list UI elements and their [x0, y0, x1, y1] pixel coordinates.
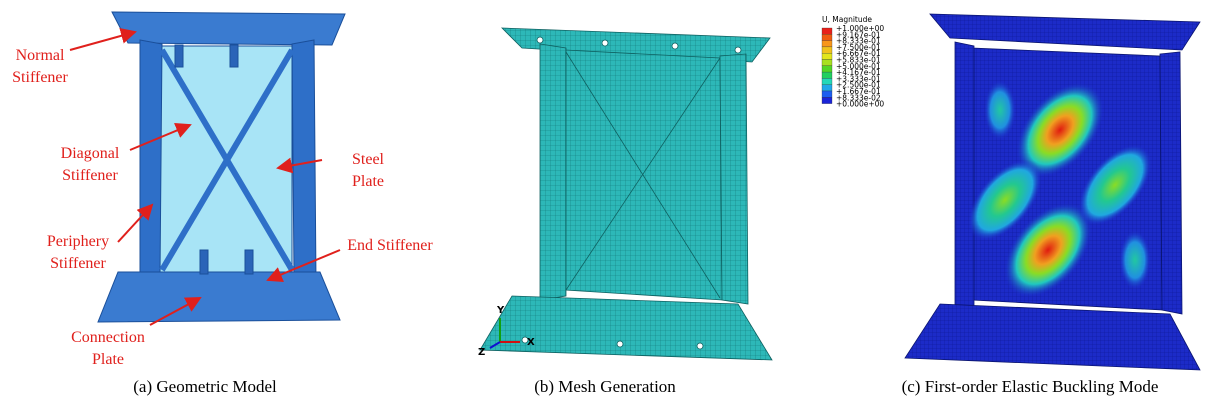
legend-swatch	[822, 97, 832, 103]
label: Stiffener	[12, 69, 68, 86]
legend-swatch	[822, 41, 832, 47]
axis-letter: Z	[478, 347, 485, 358]
label: Steel	[352, 151, 385, 168]
label: Connection	[71, 329, 145, 346]
caption: (a) Geometric Model	[133, 377, 277, 396]
label: Plate	[92, 351, 124, 368]
figure: Normal Stiffener Diagonal Stiffener Steel Pla…	[0, 0, 1208, 408]
legend-swatch	[822, 85, 832, 91]
label: Stiffener	[50, 255, 106, 272]
label: Periphery	[47, 233, 109, 250]
geometric-model	[98, 12, 345, 322]
legend-value: +0.000e+00	[836, 100, 884, 109]
label: Plate	[352, 173, 384, 190]
label: End Stiffener	[347, 237, 433, 254]
label: Stiffener	[62, 167, 118, 184]
legend-swatch	[822, 34, 832, 40]
legend-swatch	[822, 78, 832, 84]
legend-swatch	[822, 72, 832, 78]
legend-swatch	[822, 91, 832, 97]
legend-title: U, Magnitude	[822, 15, 872, 24]
caption: (b) Mesh Generation	[534, 377, 676, 396]
label: Diagonal	[61, 145, 120, 162]
axis-letter: Y	[496, 305, 505, 316]
legend: U, Magnitude+1.000e+00+9.167e-01+8.333e-…	[822, 15, 884, 109]
arrow	[70, 32, 135, 50]
axis-letter: X	[527, 337, 535, 348]
legend-swatch	[822, 47, 832, 53]
mesh-model	[480, 28, 772, 360]
caption: (c) First-order Elastic Buckling Mode	[902, 377, 1159, 396]
legend-swatch	[822, 60, 832, 66]
legend-swatch	[822, 53, 832, 59]
label: Normal	[16, 47, 65, 64]
legend-swatch	[822, 28, 832, 34]
legend-swatch	[822, 66, 832, 72]
buckling-model	[905, 14, 1200, 370]
caption-group: (a) Geometric Model (b) Mesh Generation (c…	[133, 377, 1158, 396]
